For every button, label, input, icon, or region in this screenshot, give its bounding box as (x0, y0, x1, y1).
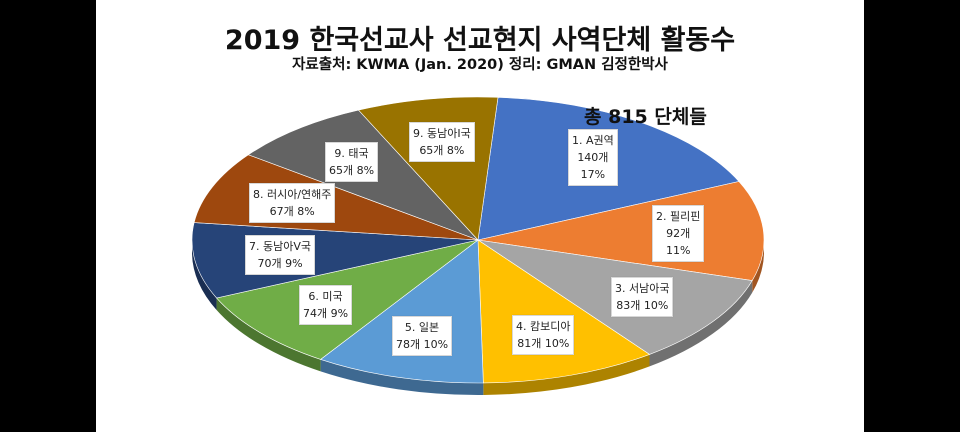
pie-side-4 (483, 354, 650, 395)
slice-label-1: 1. A권역 140개 17% (568, 129, 618, 186)
pie-side-7 (192, 240, 217, 310)
chart-source-note: 자료출처: KWMA (Jan. 2020) 정리: GMAN 김정한박사 (292, 57, 668, 73)
total-label: 총 815 단체들 (584, 106, 707, 128)
slice-label-count: 65개 8% (329, 164, 375, 177)
slice-label-count: 67개 8% (269, 205, 315, 218)
slice-label-2: 2. 필리핀 92개 11% (652, 205, 705, 262)
slice-label-count: 78개 10% (396, 338, 449, 351)
slice-label-count: 70개 9% (257, 257, 303, 270)
slice-label-name: 3. 서남아국 (615, 282, 670, 295)
slice-label-count: 83개 10% (616, 299, 669, 312)
slice-label-3: 3. 서남아국 83개 10% (611, 277, 674, 317)
slice-label-name: 4. 캄보디아 (516, 320, 571, 333)
chart-slide: 2019 한국선교사 선교현지 사역단체 활동수 자료출처: KWMA (Jan… (96, 0, 864, 432)
slice-label-10: 9. 동남아I국 65개 8% (409, 122, 475, 162)
slice-label-pct: 11% (665, 244, 691, 257)
slice-label-name: 1. A권역 (572, 134, 614, 147)
slice-label-count: 140개 (577, 151, 609, 164)
slice-label-name: 6. 미국 (308, 290, 343, 303)
pie-side-2 (752, 240, 764, 293)
slice-label-count: 81개 10% (517, 337, 570, 350)
slice-label-name: 2. 필리핀 (656, 210, 701, 223)
slice-label-9: 9. 태국 65개 8% (325, 142, 379, 182)
slice-label-4: 4. 캄보디아 81개 10% (512, 315, 575, 355)
slice-label-name: 5. 일본 (404, 321, 440, 334)
slice-label-8: 8. 러시아/연해주 67개 8% (249, 183, 336, 223)
pie-side-5 (320, 359, 484, 395)
slice-label-count: 74개 9% (303, 307, 349, 320)
slice-label-count: 92개 (666, 227, 691, 240)
pie-side-6 (216, 297, 321, 372)
pie-chart (191, 96, 765, 395)
slice-label-7: 7. 동남아V국 70개 9% (245, 235, 315, 275)
slice-label-name: 9. 태국 (334, 147, 369, 160)
pie-side-3 (649, 280, 753, 367)
slice-label-6: 6. 미국 74개 9% (299, 285, 353, 325)
chart-title: 2019 한국선교사 선교현지 사역단체 활동수 (224, 25, 736, 56)
slice-label-count: 65개 8% (419, 144, 465, 157)
slice-label-name: 7. 동남아V국 (249, 240, 311, 253)
slice-label-pct: 17% (580, 168, 606, 181)
slice-label-5: 5. 일본 78개 10% (392, 316, 453, 356)
slice-label-name: 9. 동남아I국 (413, 127, 471, 140)
slice-label-name: 8. 러시아/연해주 (253, 188, 332, 201)
